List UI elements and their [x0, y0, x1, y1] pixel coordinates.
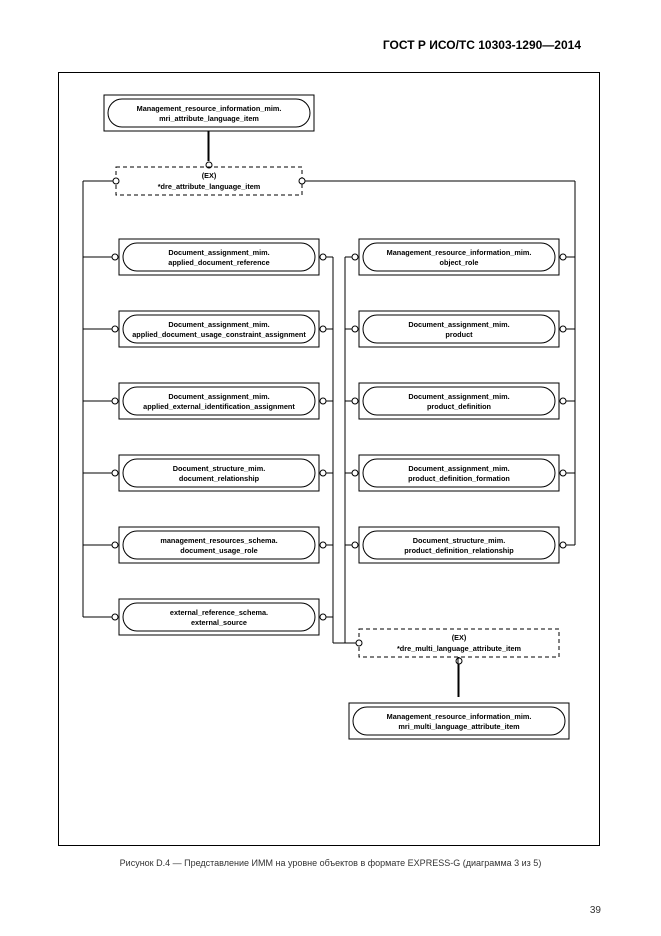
svg-text:Document_assignment_mim.: Document_assignment_mim. [408, 392, 509, 401]
svg-text:Management_resource_informatio: Management_resource_information_mim. [137, 104, 282, 113]
figure-caption: Рисунок D.4 — Представление ИММ на уровн… [0, 858, 661, 868]
svg-text:applied_document_reference: applied_document_reference [168, 258, 269, 267]
express-g-diagram: Management_resource_information_mim.mri_… [59, 73, 599, 845]
svg-text:product_definition_formation: product_definition_formation [408, 474, 510, 483]
svg-text:product_definition: product_definition [427, 402, 491, 411]
svg-text:applied_document_usage_constra: applied_document_usage_constraint_assign… [132, 330, 306, 339]
svg-text:Document_assignment_mim.: Document_assignment_mim. [168, 248, 269, 257]
svg-text:Document_structure_mim.: Document_structure_mim. [413, 536, 505, 545]
svg-text:product_definition_relationshi: product_definition_relationship [404, 546, 514, 555]
svg-text:applied_external_identificatio: applied_external_identification_assignme… [143, 402, 295, 411]
svg-text:*dre_attribute_language_item: *dre_attribute_language_item [158, 182, 261, 191]
svg-text:*dre_multi_language_attribute_: *dre_multi_language_attribute_item [397, 644, 522, 653]
svg-text:external_source: external_source [191, 618, 247, 627]
svg-text:product: product [445, 330, 473, 339]
svg-text:Management_resource_informatio: Management_resource_information_mim. [387, 712, 532, 721]
svg-text:document_usage_role: document_usage_role [180, 546, 257, 555]
svg-text:mri_multi_language_attribute_i: mri_multi_language_attribute_item [398, 722, 520, 731]
svg-text:(EX): (EX) [452, 633, 467, 642]
svg-text:object_role: object_role [440, 258, 479, 267]
svg-text:Management_resource_informatio: Management_resource_information_mim. [387, 248, 532, 257]
page-number: 39 [590, 905, 601, 916]
svg-text:external_reference_schema.: external_reference_schema. [170, 608, 268, 617]
svg-text:Document_assignment_mim.: Document_assignment_mim. [168, 392, 269, 401]
diagram-frame: Management_resource_information_mim.mri_… [58, 72, 600, 846]
svg-text:(EX): (EX) [202, 171, 217, 180]
page: ГОСТ Р ИСО/ТС 10303-1290—2014 Management… [0, 0, 661, 936]
svg-text:mri_attribute_language_item: mri_attribute_language_item [159, 114, 259, 123]
svg-text:Document_structure_mim.: Document_structure_mim. [173, 464, 265, 473]
svg-text:Document_assignment_mim.: Document_assignment_mim. [408, 464, 509, 473]
svg-text:document_relationship: document_relationship [179, 474, 260, 483]
svg-text:Document_assignment_mim.: Document_assignment_mim. [168, 320, 269, 329]
svg-text:management_resources_schema.: management_resources_schema. [160, 536, 277, 545]
doc-header: ГОСТ Р ИСО/ТС 10303-1290—2014 [383, 38, 581, 52]
svg-text:Document_assignment_mim.: Document_assignment_mim. [408, 320, 509, 329]
